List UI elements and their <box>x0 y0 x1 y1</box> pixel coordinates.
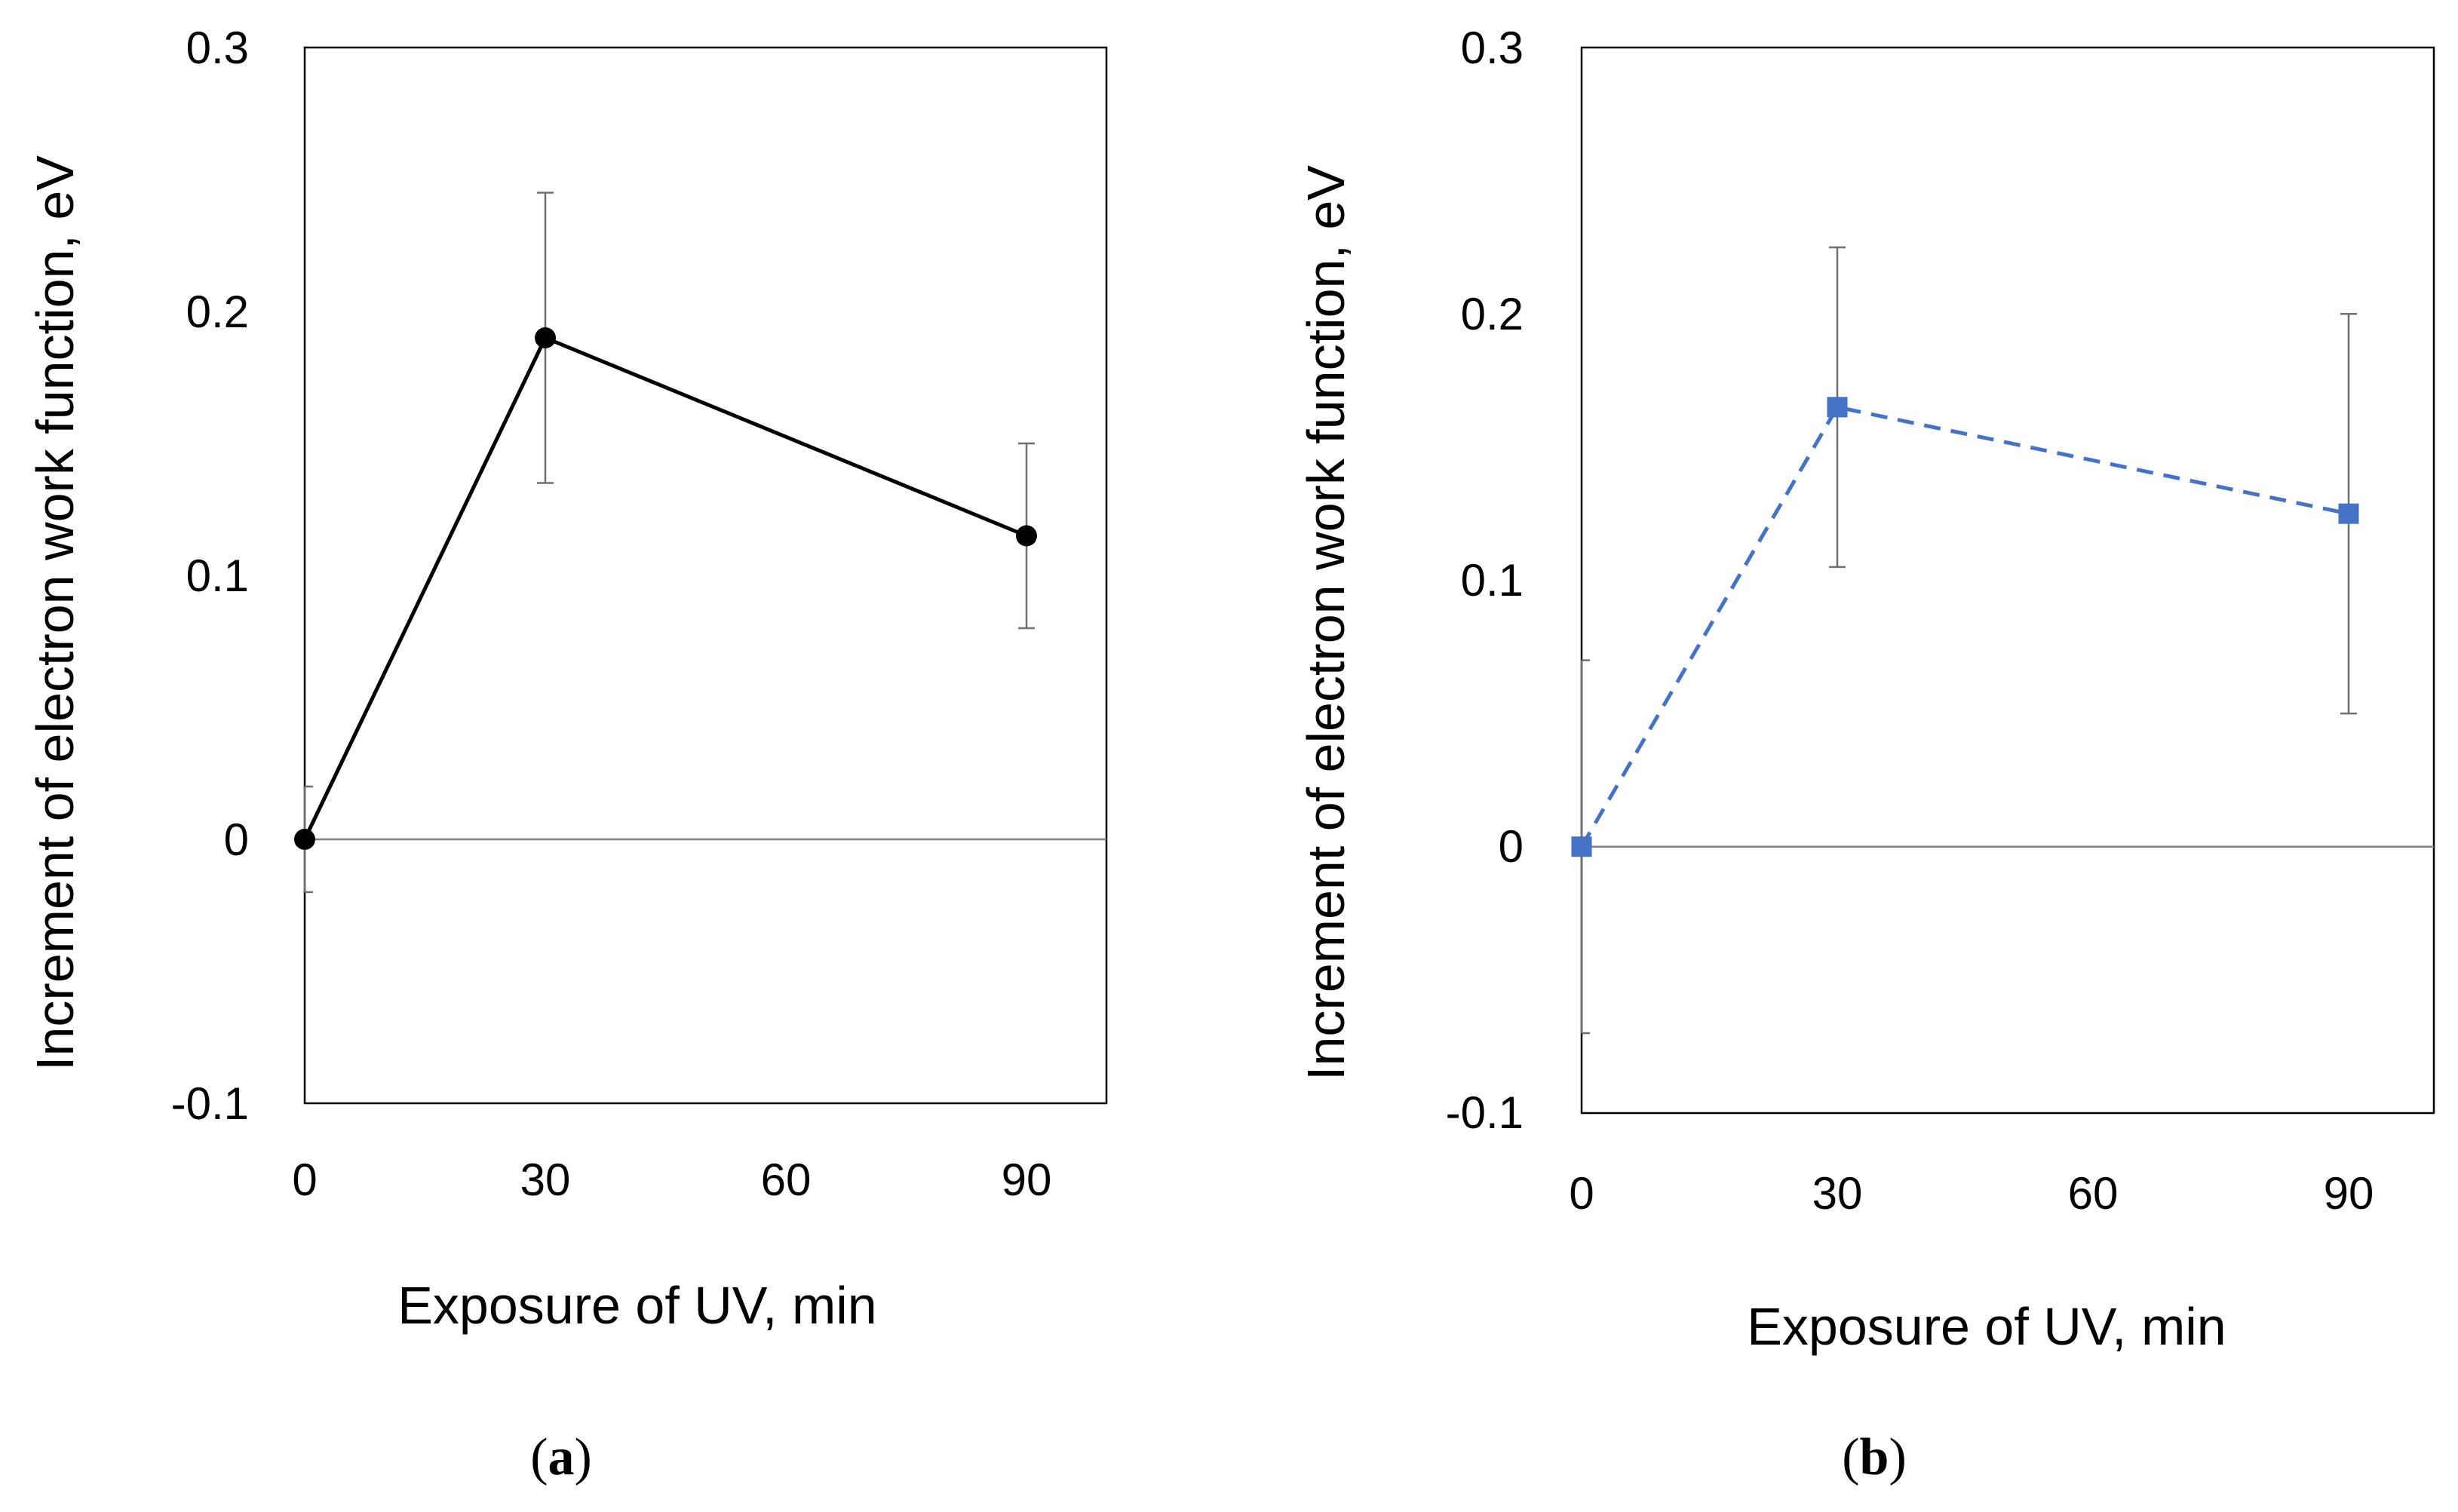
panel-a-x-tick-label: 0 <box>292 1155 317 1205</box>
panel-a-x-tick-labels: 0 30 60 90 <box>292 1155 1051 1205</box>
panel-b-x-tick-label: 60 <box>2068 1168 2119 1219</box>
panel-a-y-tick-label: 0.2 <box>186 287 249 337</box>
panel-b-label: (b) <box>1842 1428 1907 1486</box>
series-line-a <box>302 336 1027 841</box>
panel-a-label-letter: a <box>548 1428 575 1486</box>
panel-a-y-tick-labels: 0.3 0.2 0.1 0 -0.1 <box>171 23 249 1129</box>
panel-b-chart: 0.3 0.2 0.1 0 -0.1 0 30 60 90 Exposure o… <box>1297 23 2435 1486</box>
data-point <box>1827 397 1848 418</box>
panel-a-chart: 0.3 0.2 0.1 0 -0.1 0 30 60 90 Exposure o… <box>26 23 1108 1486</box>
data-point <box>294 829 315 850</box>
panel-b-y-axis-title: Increment of electron work function, eV <box>1297 165 1355 1081</box>
panel-a-y-tick-label: -0.1 <box>171 1078 249 1129</box>
panel-b-error-bars <box>1580 246 2357 1035</box>
panel-b-y-tick-label: 0.1 <box>1461 555 1524 606</box>
data-point <box>1016 525 1037 547</box>
panel-a-y-axis-title: Increment of electron work function, eV <box>26 155 84 1071</box>
panel-a-error-bars <box>303 192 1035 894</box>
series-line-b <box>1579 405 2349 848</box>
data-point <box>2338 503 2359 524</box>
panel-b-x-tick-label: 90 <box>2324 1168 2374 1219</box>
panel-a-y-tick-label: 0 <box>224 814 249 865</box>
panel-b-y-tick-label: 0.3 <box>1461 23 1524 73</box>
data-point <box>1571 836 1592 857</box>
panel-a-x-tick-label: 90 <box>1002 1155 1052 1205</box>
panel-a-x-tick-label: 30 <box>520 1155 571 1205</box>
panel-b-x-axis-title: Exposure of UV, min <box>1747 1297 2226 1356</box>
panel-b-plot-area <box>1580 46 2435 1115</box>
panel-b-x-tick-labels: 0 30 60 90 <box>1569 1168 2374 1219</box>
panel-a-markers <box>294 327 1037 850</box>
panel-a-label: (a) <box>530 1428 592 1486</box>
panel-b-x-tick-label: 30 <box>1812 1168 1863 1219</box>
panel-b-y-tick-label: 0.2 <box>1461 289 1524 339</box>
panel-b-y-tick-labels: 0.3 0.2 0.1 0 -0.1 <box>1446 23 1524 1138</box>
panel-a-plot-area <box>303 46 1108 1105</box>
panel-b-y-tick-label: 0 <box>1499 821 1524 872</box>
panel-b-label-letter: b <box>1860 1428 1889 1486</box>
panel-b-x-tick-label: 0 <box>1569 1168 1594 1219</box>
panel-a-y-tick-label: 0.1 <box>186 551 249 601</box>
panel-a-series-line <box>302 336 1027 841</box>
panel-a-x-tick-label: 60 <box>761 1155 812 1205</box>
panel-b-series-line <box>1579 405 2349 848</box>
panel-b-markers <box>1571 397 2359 857</box>
panel-b-y-tick-label: -0.1 <box>1446 1087 1524 1138</box>
panel-a-x-axis-title: Exposure of UV, min <box>397 1276 877 1335</box>
panel-a-y-tick-label: 0.3 <box>186 23 249 73</box>
data-point <box>535 327 556 348</box>
